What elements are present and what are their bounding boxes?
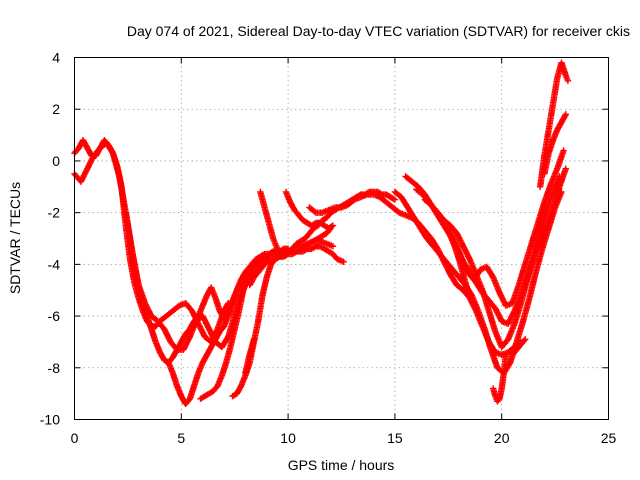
data-series [421, 173, 563, 351]
data-point [340, 258, 347, 265]
grid-lines [74, 57, 609, 420]
data-point [250, 336, 258, 343]
y-tick-label: -6 [48, 308, 61, 324]
data-point [278, 253, 285, 260]
axis-ticks [74, 57, 609, 420]
data-point [556, 173, 563, 180]
data-series [282, 188, 337, 232]
x-tick-label: 10 [280, 430, 296, 446]
y-tick-label: 0 [52, 153, 60, 169]
data-series [541, 111, 569, 178]
plot-frame [74, 57, 609, 420]
x-tick-label: 15 [387, 430, 403, 446]
x-tick-label: 5 [177, 430, 185, 446]
data-point [311, 208, 318, 215]
data-series [509, 336, 529, 359]
data-point [108, 148, 116, 156]
data-point [391, 196, 399, 203]
data-point [521, 336, 529, 343]
y-tick-label: -2 [48, 205, 61, 221]
data-point [266, 256, 273, 264]
y-tick-label: -10 [40, 412, 60, 428]
data-point [329, 222, 337, 229]
data-point [560, 147, 567, 154]
data-points [71, 59, 572, 408]
x-tick-label: 20 [494, 430, 510, 446]
data-point [268, 249, 275, 256]
data-point [311, 220, 318, 228]
data-point [329, 243, 337, 250]
data-series [391, 188, 565, 377]
data-series [257, 188, 285, 260]
data-point [328, 223, 335, 230]
data-point [311, 243, 318, 251]
data-series [229, 224, 335, 400]
y-tick-label: -8 [48, 360, 61, 376]
x-tick-label: 25 [601, 430, 617, 446]
data-point [390, 195, 397, 203]
chart-title: Day 074 of 2021, Sidereal Day-to-day VTE… [127, 23, 630, 39]
data-point [520, 337, 528, 344]
x-axis-label: GPS time / hours [288, 457, 395, 473]
data-series [197, 243, 347, 403]
tick-labels: 0 5 10 15 20 25 -10 -8 -6 -4 -2 0 2 4 [40, 50, 617, 447]
data-series [242, 336, 258, 377]
data-point [562, 111, 569, 118]
data-series [489, 351, 510, 405]
data-series [434, 209, 471, 294]
x-tick-label: 0 [71, 430, 79, 446]
data-point [259, 251, 267, 259]
data-point [277, 252, 284, 259]
data-point [502, 351, 510, 359]
data-point [464, 287, 471, 294]
y-tick-label: 2 [52, 101, 60, 117]
y-axis-label: SDTVAR / TECUs [7, 182, 23, 294]
y-tick-label: 4 [52, 50, 60, 66]
y-tick-label: -4 [48, 256, 61, 272]
data-point [562, 165, 569, 172]
data-point [561, 112, 569, 119]
data-point [564, 77, 572, 84]
